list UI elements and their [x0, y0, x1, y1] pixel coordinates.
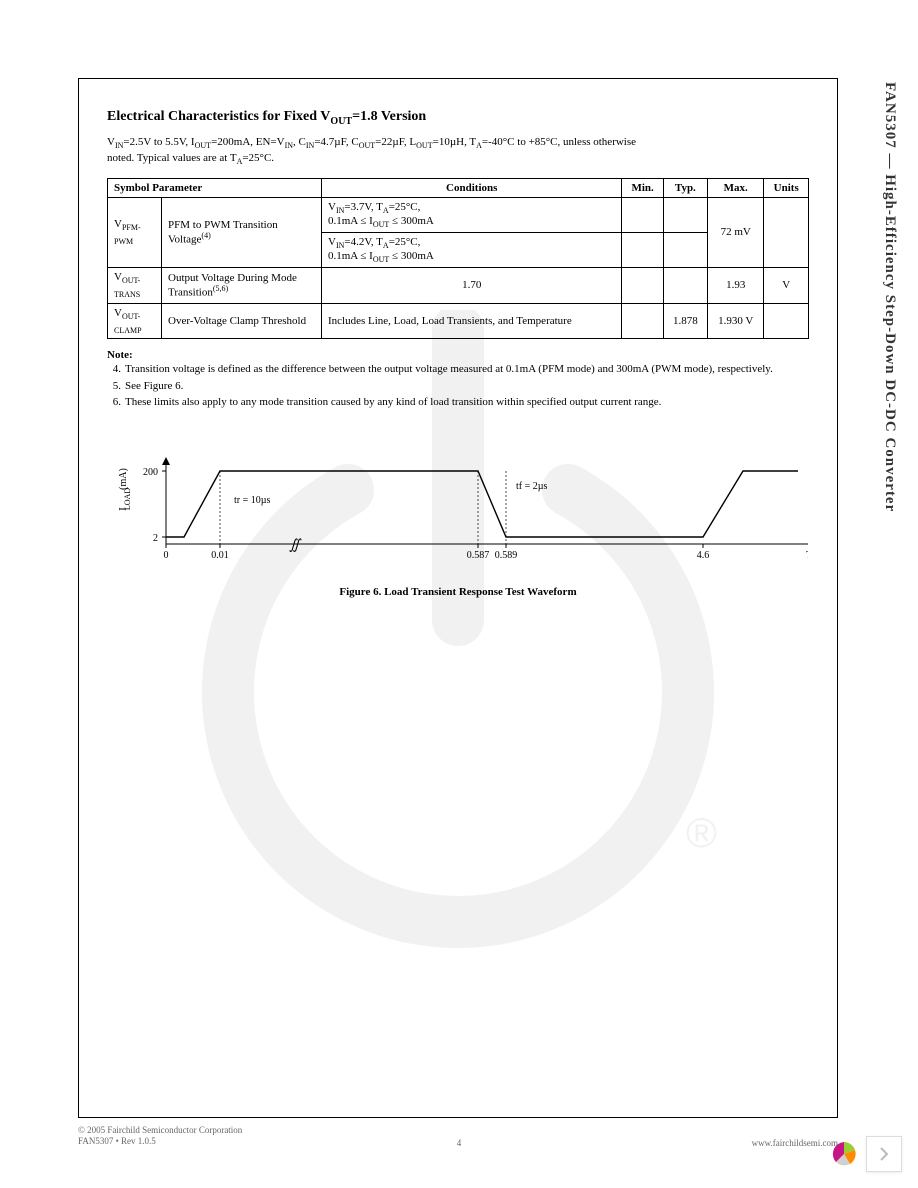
conditions-text: VIN=2.5V to 5.5V, IOUT=200mA, EN=VIN, CI…: [107, 135, 809, 168]
footer-page-number: 4: [457, 1138, 462, 1148]
svg-text:tf = 2µs: tf = 2µs: [516, 481, 548, 492]
table-header-row: Symbol Parameter Conditions Min. Typ. Ma…: [108, 178, 809, 197]
svg-text:0.01: 0.01: [211, 550, 229, 561]
col-max: Max.: [707, 178, 763, 197]
svg-text:200: 200: [143, 467, 158, 478]
next-page-button[interactable]: [866, 1136, 902, 1172]
svg-text:Time (ms): Time (ms): [806, 550, 808, 561]
side-product-title: FAN5307 — High-Efficiency Step-Down DC-D…: [881, 82, 898, 522]
waveform-chart: 2002ILOAD (mA)00.010.5870.5894.6Time (ms…: [108, 449, 808, 569]
svg-text:LOAD: LOAD: [123, 487, 132, 509]
svg-text:(mA): (mA): [118, 468, 129, 490]
notes-list: 4.Transition voltage is defined as the d…: [107, 361, 809, 411]
table-row: VPFM-PWM PFM to PWM Transition Voltage(4…: [108, 197, 809, 232]
section-title: Electrical Characteristics for Fixed VOU…: [107, 109, 809, 127]
spec-table: Symbol Parameter Conditions Min. Typ. Ma…: [107, 178, 809, 340]
svg-text:0.589: 0.589: [495, 550, 518, 561]
svg-text:2: 2: [153, 533, 158, 544]
footer-left: © 2005 Fairchild Semiconductor Corporati…: [78, 1125, 242, 1148]
note-item: 4.Transition voltage is defined as the d…: [107, 361, 809, 378]
table-row: VOUT-TRANS Output Voltage During Mode Tr…: [108, 268, 809, 303]
svg-text:tr = 10µs: tr = 10µs: [234, 495, 271, 506]
registered-mark: ®: [686, 809, 717, 857]
page-frame: ® Electrical Characteristics for Fixed V…: [78, 78, 838, 1118]
svg-text:0.587: 0.587: [467, 550, 490, 561]
svg-text:0: 0: [164, 550, 169, 561]
svg-text:∬: ∬: [289, 538, 302, 553]
notes-heading: Note:: [107, 349, 809, 361]
svg-text:4.6: 4.6: [697, 550, 710, 561]
figure-caption: Figure 6. Load Transient Response Test W…: [107, 586, 809, 598]
chevron-right-icon: [879, 1147, 889, 1161]
col-min: Min.: [622, 178, 663, 197]
col-conditions: Conditions: [322, 178, 622, 197]
note-item: 5.See Figure 6.: [107, 378, 809, 395]
note-item: 6.These limits also apply to any mode tr…: [107, 394, 809, 411]
col-symbol-param: Symbol Parameter: [108, 178, 322, 197]
logo-icon: [826, 1136, 862, 1172]
table-row: VOUT-CLAMP Over-Voltage Clamp Threshold …: [108, 303, 809, 338]
figure-wrap: 2002ILOAD (mA)00.010.5870.5894.6Time (ms…: [107, 449, 809, 598]
col-typ: Typ.: [663, 178, 707, 197]
col-units: Units: [764, 178, 809, 197]
